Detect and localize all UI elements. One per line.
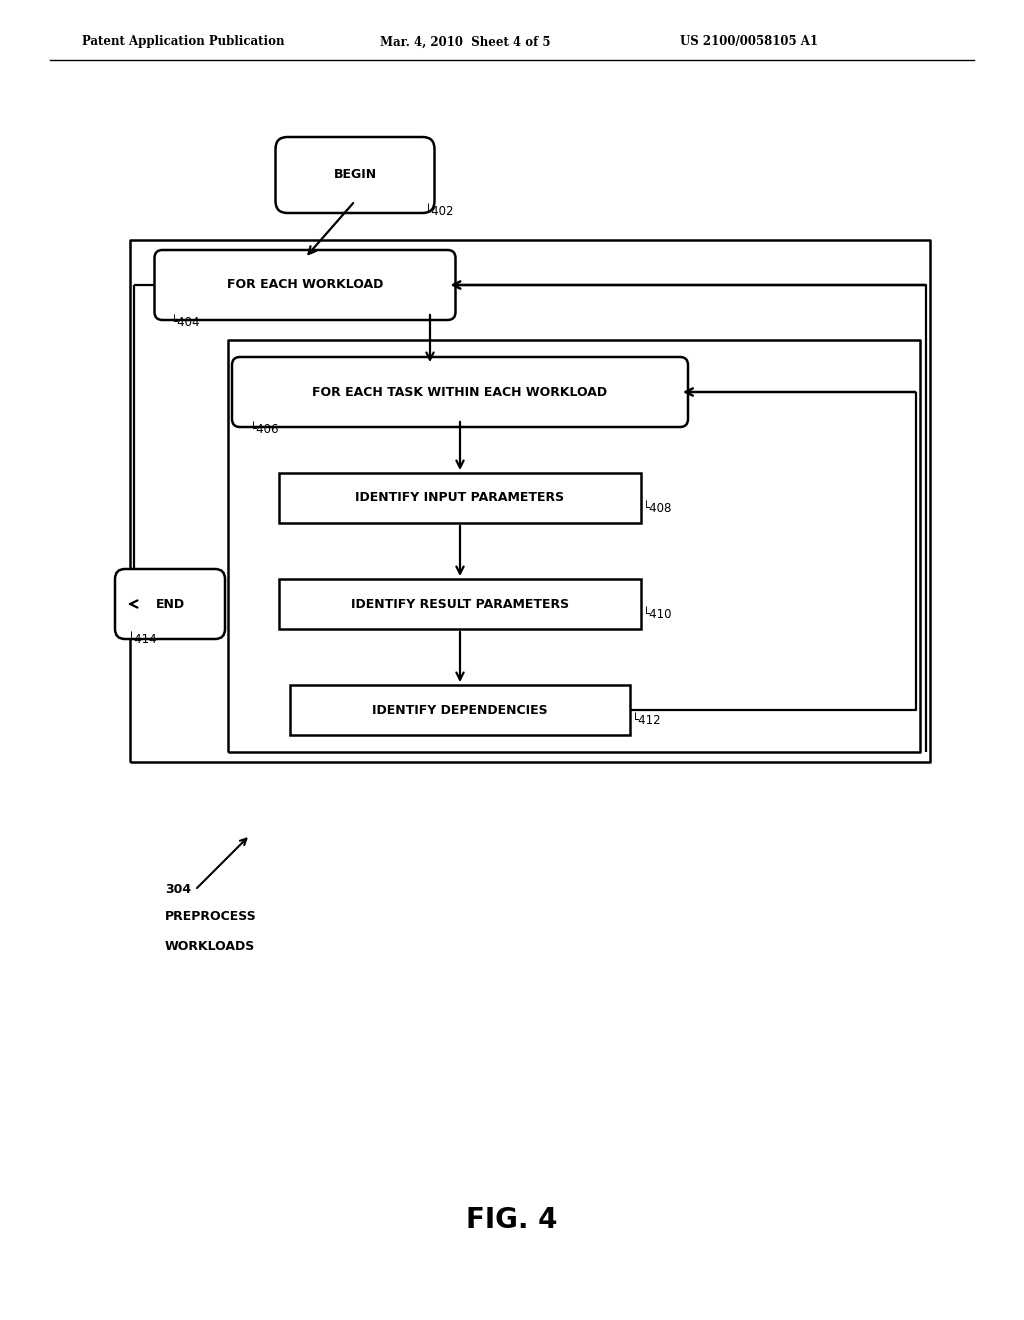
Bar xyxy=(279,579,641,630)
FancyBboxPatch shape xyxy=(155,249,456,319)
Text: └412: └412 xyxy=(632,714,662,727)
Text: FOR EACH WORKLOAD: FOR EACH WORKLOAD xyxy=(226,279,383,292)
Text: FOR EACH TASK WITHIN EACH WORKLOAD: FOR EACH TASK WITHIN EACH WORKLOAD xyxy=(312,385,607,399)
Text: 304: 304 xyxy=(165,883,191,896)
Text: WORKLOADS: WORKLOADS xyxy=(165,940,255,953)
FancyBboxPatch shape xyxy=(232,356,688,426)
Text: └408: └408 xyxy=(643,502,673,515)
Text: └402: └402 xyxy=(425,205,454,218)
Text: IDENTIFY RESULT PARAMETERS: IDENTIFY RESULT PARAMETERS xyxy=(351,598,569,610)
Text: └404: └404 xyxy=(171,315,200,329)
Text: IDENTIFY DEPENDENCIES: IDENTIFY DEPENDENCIES xyxy=(372,704,548,717)
FancyBboxPatch shape xyxy=(275,137,434,213)
Text: └414: └414 xyxy=(128,634,158,645)
Text: └410: └410 xyxy=(643,609,673,620)
Text: FIG. 4: FIG. 4 xyxy=(466,1206,558,1234)
Bar xyxy=(279,473,641,523)
Text: Patent Application Publication: Patent Application Publication xyxy=(82,36,285,49)
FancyBboxPatch shape xyxy=(115,569,225,639)
Text: PREPROCESS: PREPROCESS xyxy=(165,909,257,923)
Text: └406: └406 xyxy=(250,422,280,436)
Text: IDENTIFY INPUT PARAMETERS: IDENTIFY INPUT PARAMETERS xyxy=(355,491,564,504)
Text: US 2100/0058105 A1: US 2100/0058105 A1 xyxy=(680,36,818,49)
Text: Mar. 4, 2010  Sheet 4 of 5: Mar. 4, 2010 Sheet 4 of 5 xyxy=(380,36,551,49)
Bar xyxy=(290,685,630,735)
Text: END: END xyxy=(156,598,184,610)
Text: BEGIN: BEGIN xyxy=(334,169,377,181)
